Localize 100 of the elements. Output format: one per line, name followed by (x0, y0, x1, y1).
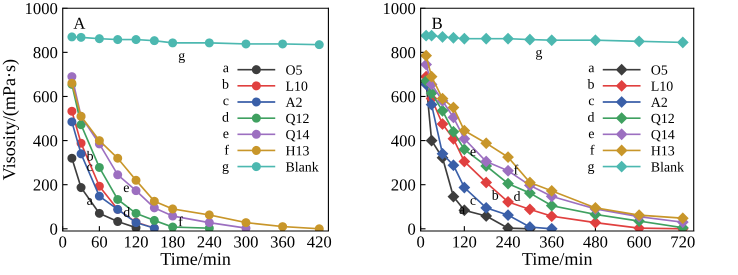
point (677, 212, 688, 224)
point (76, 149, 86, 158)
annotation: d (514, 191, 520, 201)
y-tick-label: 400 (391, 135, 416, 147)
x-tick-label: 300 (234, 236, 258, 248)
point (546, 185, 558, 196)
annotation: e (124, 185, 129, 192)
point (546, 210, 558, 222)
annotation: c (470, 198, 476, 205)
x-tick-label: 60 (92, 236, 108, 248)
point (480, 138, 492, 149)
x-tick-label: 600 (627, 236, 651, 248)
point (524, 204, 536, 215)
y-tick-label: 1000 (384, 2, 416, 14)
y-tick-label: 200 (34, 179, 58, 191)
annotation: a (459, 207, 465, 214)
x-tick-label: 420 (307, 236, 332, 248)
legend-label: Q14 (286, 130, 310, 142)
x-tick-label: 480 (583, 236, 608, 248)
y-tick-label: 200 (392, 179, 416, 191)
point (132, 186, 141, 196)
point (546, 34, 558, 46)
point (458, 144, 470, 156)
x-tick-label: 120 (453, 236, 476, 248)
point (546, 200, 558, 212)
legend-label: Q14 (651, 130, 675, 142)
point (480, 202, 492, 214)
y-tick-label: 600 (392, 91, 416, 102)
point (94, 192, 104, 201)
point (426, 71, 438, 82)
chart-title: A (74, 18, 86, 29)
annotation: d (222, 112, 229, 122)
annotation: a (223, 66, 229, 72)
annotation: f (514, 164, 518, 174)
legend-label: Q12 (286, 114, 309, 126)
legend-label: A2 (286, 98, 302, 107)
point (132, 35, 141, 44)
point (458, 156, 470, 168)
point (150, 196, 159, 206)
point (241, 218, 250, 228)
point (204, 210, 214, 220)
annotation: b (588, 79, 594, 89)
point (94, 34, 104, 44)
annotation: a (588, 66, 594, 72)
point (94, 136, 104, 146)
point (76, 183, 86, 192)
legend-label: Blank (651, 162, 684, 172)
x-tick-label: 720 (671, 236, 695, 248)
point (448, 112, 460, 124)
legend-label: O5 (286, 65, 302, 75)
annotation: b (492, 190, 498, 200)
point (458, 133, 470, 144)
point (502, 33, 514, 44)
point (436, 105, 448, 116)
point (448, 32, 460, 44)
x-tick-label: 120 (124, 236, 148, 248)
annotation: b (222, 79, 228, 89)
y-tick-label: 0 (50, 223, 58, 235)
x-tick-label: 240 (198, 236, 222, 248)
point (502, 210, 514, 221)
point (677, 36, 688, 48)
point (480, 33, 492, 44)
x-tick-label: 0 (417, 236, 424, 248)
point (241, 39, 250, 48)
point (150, 216, 159, 225)
point (314, 224, 324, 231)
x-tick-label: 240 (496, 236, 520, 248)
x-axis-title: Time/min (160, 252, 231, 266)
point (436, 31, 448, 43)
annotation: c (588, 98, 594, 106)
annotation: g (588, 164, 594, 174)
point (113, 170, 122, 180)
legend-label: L10 (651, 81, 673, 91)
point (314, 40, 324, 50)
point (480, 156, 492, 168)
point (448, 190, 460, 202)
point (204, 218, 214, 228)
point (278, 222, 288, 231)
annotation: f (178, 216, 183, 226)
annotation: f (224, 144, 229, 155)
point (448, 126, 460, 138)
point (458, 182, 470, 194)
point (67, 32, 76, 42)
point (132, 208, 141, 218)
point (76, 120, 86, 130)
point (94, 208, 104, 218)
point (480, 176, 492, 188)
legend-label: A2 (650, 98, 668, 107)
y-tick-label: 800 (34, 47, 58, 58)
point (113, 194, 122, 204)
x-tick-label: 360 (270, 236, 294, 248)
point (502, 178, 514, 190)
point (420, 50, 432, 62)
legend-label: H13 (651, 146, 674, 156)
legend-label: L10 (286, 81, 308, 91)
annotation: g (536, 50, 542, 60)
legend-label: Q12 (651, 114, 674, 126)
point (113, 154, 122, 163)
annotation: e (223, 132, 228, 138)
point (132, 176, 141, 185)
